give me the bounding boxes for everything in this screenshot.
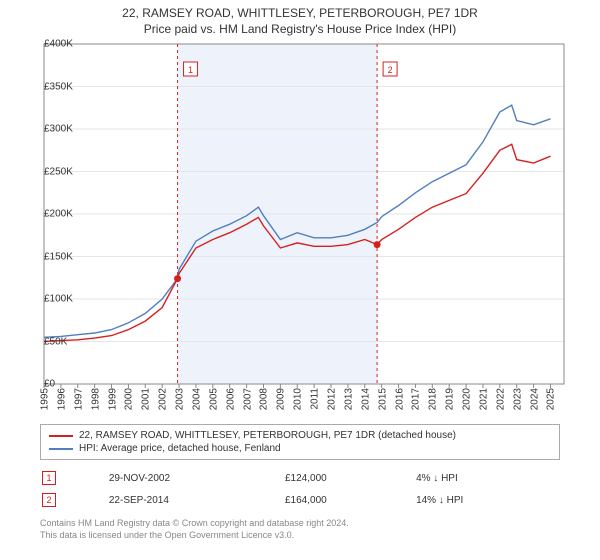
marker-chip: 1	[42, 471, 56, 485]
marker-date: 22-SEP-2014	[109, 490, 283, 510]
x-tick-label: 2012	[325, 388, 338, 410]
legend-label: HPI: Average price, detached house, Fenl…	[79, 443, 281, 454]
y-tick-label: £100K	[44, 294, 48, 305]
x-tick-label: 2010	[291, 388, 304, 410]
x-tick-label: 2023	[510, 388, 523, 410]
x-tick-label: 2014	[358, 388, 371, 410]
marker-row: 2 22-SEP-2014£164,00014% ↓ HPI	[42, 490, 558, 510]
x-tick-label: 2019	[443, 388, 456, 410]
x-tick-label: 2017	[409, 388, 422, 410]
marker-chip-cell: 1	[42, 468, 107, 488]
chart-svg: 12	[44, 44, 564, 384]
x-tick-label: 1995	[38, 388, 51, 410]
x-tick-label: 1996	[54, 388, 67, 410]
marker-chip-cell: 2	[42, 490, 107, 510]
x-tick-label: 2009	[274, 388, 287, 410]
chart-plot-area: 12£0£50K£100K£150K£200K£250K£300K£350K£4…	[0, 36, 564, 420]
chart-footer: Contains HM Land Registry data © Crown c…	[40, 518, 560, 541]
x-tick-label: 2015	[375, 388, 388, 410]
x-tick-label: 2022	[493, 388, 506, 410]
x-tick-label: 2007	[240, 388, 253, 410]
x-tick-label: 2018	[426, 388, 439, 410]
footer-line1: Contains HM Land Registry data © Crown c…	[40, 518, 560, 530]
x-tick-label: 2005	[206, 388, 219, 410]
x-tick-label: 2021	[476, 388, 489, 410]
x-tick-label: 1997	[71, 388, 84, 410]
y-tick-label: £250K	[44, 166, 48, 177]
marker-dot	[174, 275, 181, 282]
x-tick-label: 2002	[156, 388, 169, 410]
x-tick-label: 1998	[88, 388, 101, 410]
x-tick-label: 2004	[189, 388, 202, 410]
x-tick-label: 2001	[139, 388, 152, 410]
chart-title-line2: Price paid vs. HM Land Registry's House …	[0, 20, 600, 36]
marker-dot	[374, 241, 381, 248]
x-tick-label: 1999	[105, 388, 118, 410]
marker-chip-text: 1	[188, 65, 193, 75]
y-tick-label: £300K	[44, 124, 48, 135]
marker-price: £124,000	[285, 468, 414, 488]
x-tick-label: 2000	[122, 388, 135, 410]
marker-vs-hpi: 14% ↓ HPI	[416, 490, 558, 510]
x-tick-label: 2006	[223, 388, 236, 410]
x-tick-label: 2011	[308, 388, 321, 410]
chart-title-line1: 22, RAMSEY ROAD, WHITTLESEY, PETERBOROUG…	[0, 6, 600, 20]
marker-vs-hpi: 4% ↓ HPI	[416, 468, 558, 488]
markers-table: 1 29-NOV-2002£124,0004% ↓ HPI 2 22-SEP-2014…	[40, 466, 560, 512]
legend-label: 22, RAMSEY ROAD, WHITTLESEY, PETERBOROUG…	[79, 430, 456, 441]
marker-chip-text: 2	[388, 65, 393, 75]
x-tick-label: 2016	[392, 388, 405, 410]
price-chart-card: 22, RAMSEY ROAD, WHITTLESEY, PETERBOROUG…	[0, 0, 600, 560]
legend-item: 22, RAMSEY ROAD, WHITTLESEY, PETERBOROUG…	[49, 429, 551, 442]
x-tick-label: 2020	[460, 388, 473, 410]
chart-title: 22, RAMSEY ROAD, WHITTLESEY, PETERBOROUG…	[0, 0, 600, 36]
marker-price: £164,000	[285, 490, 414, 510]
legend-swatch	[49, 448, 73, 450]
x-tick-label: 2003	[173, 388, 186, 410]
legend: 22, RAMSEY ROAD, WHITTLESEY, PETERBOROUG…	[40, 424, 560, 460]
y-tick-label: £200K	[44, 209, 48, 220]
legend-item: HPI: Average price, detached house, Fenl…	[49, 442, 551, 455]
x-tick-label: 2008	[257, 388, 270, 410]
x-tick-label: 2013	[341, 388, 354, 410]
marker-date: 29-NOV-2002	[109, 468, 283, 488]
y-tick-label: £50K	[44, 336, 48, 347]
y-tick-label: £350K	[44, 81, 48, 92]
y-tick-label: £400K	[44, 39, 48, 50]
marker-row: 1 29-NOV-2002£124,0004% ↓ HPI	[42, 468, 558, 488]
x-tick-label: 2025	[544, 388, 557, 410]
x-tick-label: 2024	[527, 388, 540, 410]
y-tick-label: £150K	[44, 251, 48, 262]
legend-swatch	[49, 435, 73, 437]
footer-line2: This data is licensed under the Open Gov…	[40, 530, 560, 542]
marker-chip: 2	[42, 493, 56, 507]
